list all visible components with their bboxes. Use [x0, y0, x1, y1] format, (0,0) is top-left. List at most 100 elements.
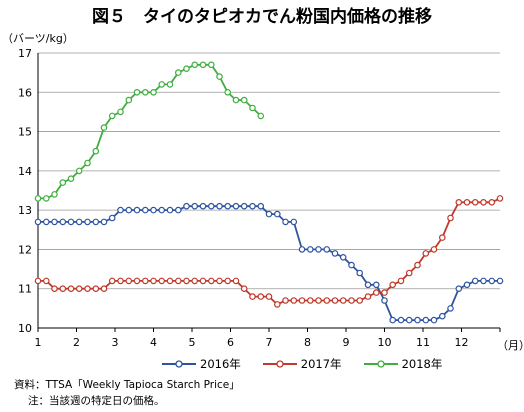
- data-point-1-6: [84, 285, 91, 293]
- data-point-1-13: [142, 277, 149, 285]
- data-point-1-0: [34, 277, 42, 285]
- data-point-1-24: [232, 277, 240, 285]
- source-note: 資料：TTSA「Weekly Tapioca Starch Price」: [14, 379, 240, 391]
- data-point-1-12: [133, 277, 141, 285]
- data-point-0-52: [463, 281, 471, 289]
- legend-swatch-2017: [262, 360, 297, 368]
- series-0: [34, 202, 504, 324]
- data-point-0-36: [331, 250, 339, 257]
- data-point-0-48: [430, 316, 438, 324]
- data-point-0-33: [306, 246, 314, 253]
- data-point-1-10: [117, 277, 124, 285]
- data-point-2-6: [84, 159, 91, 167]
- y-tick-label-4: 14: [18, 165, 32, 178]
- data-point-1-15: [158, 277, 166, 285]
- data-point-0-40: [364, 281, 372, 289]
- chart-title: 図５ タイのタピオカでん粉国内価格の推移: [92, 7, 432, 27]
- data-point-1-2: [51, 285, 58, 293]
- data-point-1-27: [257, 293, 265, 300]
- data-point-1-47: [422, 250, 430, 257]
- data-point-0-1: [42, 218, 50, 226]
- series-2: [34, 61, 265, 202]
- data-point-0-49: [438, 312, 446, 320]
- data-point-1-42: [381, 289, 388, 296]
- data-point-1-49: [438, 234, 446, 241]
- data-point-0-43: [389, 316, 397, 324]
- data-point-1-22: [216, 277, 223, 285]
- data-point-1-50: [447, 214, 454, 222]
- data-point-1-46: [414, 261, 421, 269]
- data-point-0-18: [183, 202, 190, 210]
- data-point-0-46: [414, 316, 421, 324]
- data-point-1-26: [249, 293, 256, 300]
- data-point-1-4: [67, 285, 75, 293]
- data-point-1-20: [199, 277, 207, 285]
- data-point-1-9: [108, 277, 116, 285]
- series-line-0: [38, 205, 500, 322]
- data-point-2-27: [257, 112, 265, 120]
- data-point-0-12: [133, 206, 141, 214]
- data-point-1-54: [480, 199, 487, 206]
- x-tick-label-3: 3: [112, 336, 119, 349]
- data-point-0-34: [315, 246, 322, 253]
- data-point-1-31: [290, 297, 298, 304]
- data-point-0-16: [166, 206, 174, 214]
- data-point-0-17: [175, 206, 182, 214]
- data-point-2-9: [108, 112, 116, 120]
- data-point-0-47: [422, 316, 430, 324]
- data-point-0-41: [372, 281, 380, 289]
- x-tick-label-12: 12: [455, 336, 469, 349]
- data-point-0-42: [381, 297, 388, 304]
- data-point-1-5: [75, 285, 83, 293]
- data-point-2-13: [142, 89, 149, 96]
- data-point-1-40: [364, 293, 372, 300]
- data-point-1-37: [339, 297, 347, 304]
- data-point-1-56: [496, 195, 504, 202]
- data-point-2-26: [249, 104, 256, 112]
- data-point-1-17: [175, 277, 182, 285]
- data-point-0-25: [240, 202, 248, 210]
- data-point-0-29: [273, 210, 281, 218]
- data-point-1-43: [389, 281, 397, 289]
- data-point-1-36: [331, 297, 339, 304]
- y-tick-label-7: 17: [18, 47, 32, 60]
- data-point-0-51: [455, 285, 463, 293]
- data-point-1-23: [224, 277, 232, 285]
- y-tick-label-2: 12: [18, 243, 32, 256]
- x-tick-label-1: 1: [35, 336, 42, 349]
- data-point-1-44: [397, 277, 405, 285]
- data-point-1-11: [125, 277, 133, 285]
- axes: [37, 53, 501, 332]
- legend-item-2016: 2016年: [162, 356, 241, 372]
- data-point-0-27: [257, 202, 265, 210]
- data-point-0-28: [265, 210, 273, 218]
- data-point-2-3: [59, 179, 67, 186]
- data-point-2-1: [42, 195, 50, 202]
- x-tick-labels: 1 2 3 4 5 6 7 8 9 10 11 12: [35, 336, 469, 349]
- y-tick-labels: 10 11 12 13 14 15 16 17: [18, 47, 32, 335]
- data-point-1-3: [59, 285, 67, 293]
- data-point-2-10: [117, 108, 124, 116]
- data-point-0-37: [339, 253, 347, 261]
- data-point-0-6: [84, 218, 91, 226]
- data-point-2-19: [191, 61, 199, 69]
- y-tick-label-1: 11: [18, 283, 32, 296]
- data-point-2-24: [232, 96, 240, 104]
- data-point-0-45: [405, 316, 413, 324]
- data-point-1-45: [405, 269, 413, 277]
- data-point-0-53: [471, 277, 479, 285]
- data-point-0-9: [108, 214, 116, 222]
- data-point-0-11: [125, 206, 133, 214]
- data-point-0-20: [199, 202, 207, 210]
- data-point-0-0: [34, 218, 42, 226]
- data-point-2-7: [92, 147, 100, 155]
- data-point-0-26: [249, 202, 256, 210]
- data-point-0-14: [150, 206, 157, 214]
- data-point-1-30: [282, 297, 289, 304]
- data-point-2-5: [75, 167, 83, 175]
- data-point-1-18: [183, 277, 190, 285]
- data-point-1-51: [455, 199, 463, 206]
- data-point-2-12: [133, 89, 141, 96]
- x-tick-label-4: 4: [150, 336, 157, 349]
